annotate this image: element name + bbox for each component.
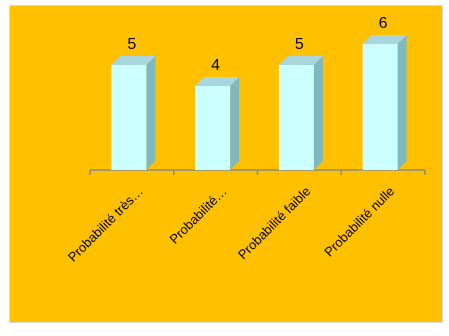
- data-label: 5: [295, 36, 304, 53]
- bar-top-face: [362, 35, 407, 44]
- bar-side-face: [397, 35, 407, 170]
- data-label: 5: [127, 36, 136, 53]
- data-label: 6: [379, 15, 388, 32]
- bar-top-face: [195, 77, 240, 86]
- bar-top-face: [111, 56, 156, 65]
- bar: [195, 86, 231, 170]
- bar-side-face: [313, 56, 323, 170]
- x-tick-label: Probabilité faible: [235, 184, 314, 263]
- data-label: 4: [211, 57, 220, 74]
- bar-top-face: [278, 56, 323, 65]
- bar-side-face: [146, 56, 156, 170]
- bar: [278, 65, 314, 170]
- x-tick-label: Probabilité…: [167, 184, 230, 247]
- bar: [111, 65, 147, 170]
- bar: [362, 44, 398, 170]
- bar-side-face: [230, 77, 240, 170]
- x-tick-label: Probabilité très…: [65, 184, 146, 265]
- x-tick-label: Probabilité nulle: [321, 184, 397, 260]
